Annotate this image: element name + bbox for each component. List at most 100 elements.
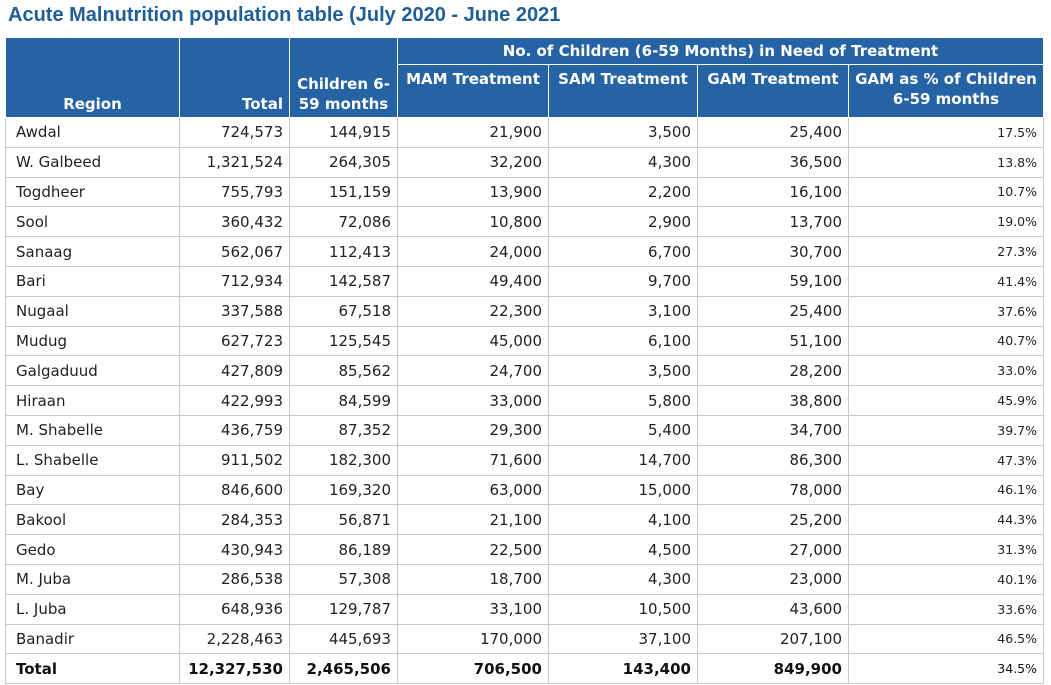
cell-total: 427,809 [179,355,290,387]
cell-pct: 34.5% [847,653,1045,685]
cell-sam: 15,000 [548,474,698,506]
cell-mam: 13,900 [397,176,549,208]
cell-children: 445,693 [289,623,398,655]
cell-children: 129,787 [289,593,398,625]
table-row: L. Shabelle 911,502 182,300 71,600 14,700 86,… [5,444,1045,476]
cell-mam: 22,500 [397,534,549,565]
header-gam: GAM Treatment [697,64,849,118]
table-row: Galgaduud 427,809 85,562 24,700 3,500 28,200 3… [5,355,1045,387]
table-body: Awdal 724,573 144,915 21,900 3,500 25,400 17.5… [5,117,1045,685]
table-row: Hiraan 422,993 84,599 33,000 5,800 38,800 45.9… [5,385,1045,416]
cell-total: 286,538 [179,563,290,595]
table-row: Nugaal 337,588 67,518 22,300 3,100 25,400 37.6… [5,295,1045,327]
cell-children: 125,545 [289,325,398,357]
cell-children: 151,159 [289,176,398,208]
cell-sam: 5,800 [548,385,698,416]
cell-total: 712,934 [179,265,290,297]
cell-sam: 3,500 [548,355,698,387]
cell-mam: 24,000 [397,236,549,267]
table-row: Mudug 627,723 125,545 45,000 6,100 51,100 40.7… [5,325,1045,357]
cell-total: 12,327,530 [179,653,290,685]
cell-total: 284,353 [179,504,290,536]
cell-mam: 71,600 [397,444,549,476]
cell-sam: 14,700 [548,444,698,476]
cell-gam: 43,600 [697,593,849,625]
cell-gam: 59,100 [697,265,849,297]
cell-pct: 47.3% [847,444,1045,476]
cell-total: 627,723 [179,325,290,357]
cell-mam: 24,700 [397,355,549,387]
cell-pct: 27.3% [847,236,1045,267]
cell-mam: 21,100 [397,504,549,536]
cell-gam: 23,000 [697,563,849,595]
header-gam-pct: GAM as % of Children 6-59 months [847,64,1045,118]
table-row: Sanaag 562,067 112,413 24,000 6,700 30,700 27.… [5,236,1045,267]
cell-gam: 28,200 [697,355,849,387]
cell-children: 142,587 [289,265,398,297]
cell-total: 755,793 [179,176,290,208]
cell-children: 57,308 [289,563,398,595]
cell-total: 911,502 [179,444,290,476]
cell-sam: 143,400 [548,653,698,685]
table-row: M. Shabelle 436,759 87,352 29,300 5,400 34,70… [5,414,1045,446]
cell-sam: 6,100 [548,325,698,357]
totals-row: Total 12,327,530 2,465,506 706,500 143,400 84… [5,653,1045,685]
cell-gam: 16,100 [697,176,849,208]
cell-total: 422,993 [179,385,290,416]
cell-sam: 3,500 [548,117,698,148]
cell-gam: 34,700 [697,414,849,446]
table-row: Gedo 430,943 86,189 22,500 4,500 27,000 31.3% [5,534,1045,565]
table-row: Bari 712,934 142,587 49,400 9,700 59,100 41.4% [5,265,1045,297]
cell-region: Galgaduud [5,355,180,387]
cell-children: 264,305 [289,146,398,178]
cell-sam: 3,100 [548,295,698,327]
cell-total: 562,067 [179,236,290,267]
cell-mam: 706,500 [397,653,549,685]
cell-children: 85,562 [289,355,398,387]
cell-total: 846,600 [179,474,290,506]
cell-children: 67,518 [289,295,398,327]
cell-total: 436,759 [179,414,290,446]
cell-gam: 25,400 [697,295,849,327]
table-row: Bay 846,600 169,320 63,000 15,000 78,000 46.1% [5,474,1045,506]
cell-mam: 10,800 [397,206,549,238]
cell-gam: 25,200 [697,504,849,536]
cell-sam: 9,700 [548,265,698,297]
cell-children: 2,465,506 [289,653,398,685]
cell-region: W. Galbeed [5,146,180,178]
table-row: Sool 360,432 72,086 10,800 2,900 13,700 19.0% [5,206,1045,238]
cell-mam: 29,300 [397,414,549,446]
cell-region: Togdheer [5,176,180,208]
cell-pct: 37.6% [847,295,1045,327]
cell-sam: 2,900 [548,206,698,238]
cell-total: 2,228,463 [179,623,290,655]
cell-children: 72,086 [289,206,398,238]
cell-region: Gedo [5,534,180,565]
cell-children: 144,915 [289,117,398,148]
cell-gam: 36,500 [697,146,849,178]
cell-gam: 51,100 [697,325,849,357]
header-children: Children 6-59 months [289,37,398,118]
cell-sam: 10,500 [548,593,698,625]
cell-children: 84,599 [289,385,398,416]
cell-pct: 45.9% [847,385,1045,416]
cell-sam: 37,100 [548,623,698,655]
cell-sam: 6,700 [548,236,698,267]
cell-region: Sool [5,206,180,238]
cell-gam: 86,300 [697,444,849,476]
cell-sam: 4,100 [548,504,698,536]
cell-sam: 4,300 [548,563,698,595]
cell-children: 86,189 [289,534,398,565]
cell-region: Hiraan [5,385,180,416]
cell-mam: 170,000 [397,623,549,655]
cell-pct: 44.3% [847,504,1045,536]
header-mam: MAM Treatment [397,64,549,118]
cell-mam: 21,900 [397,117,549,148]
cell-pct: 19.0% [847,206,1045,238]
cell-region: Bay [5,474,180,506]
cell-gam: 25,400 [697,117,849,148]
cell-mam: 63,000 [397,474,549,506]
cell-region: Bakool [5,504,180,536]
cell-mam: 33,000 [397,385,549,416]
cell-gam: 38,800 [697,385,849,416]
